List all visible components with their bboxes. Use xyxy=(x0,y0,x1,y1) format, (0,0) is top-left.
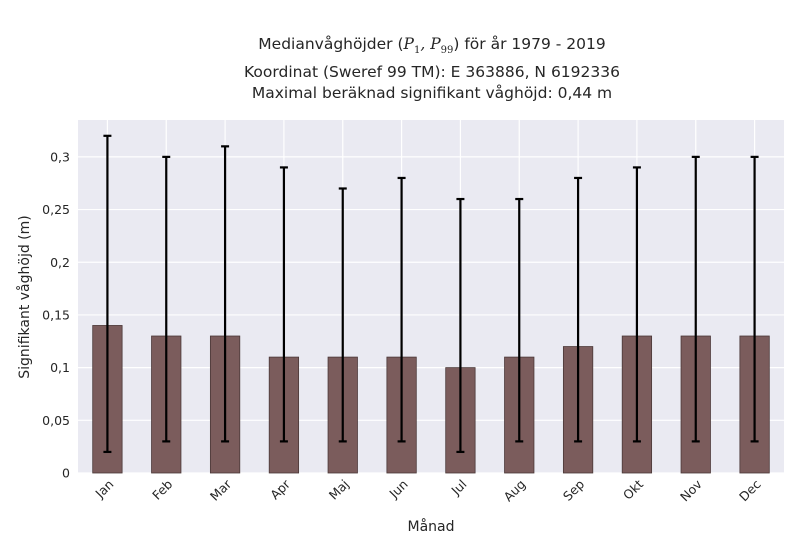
errorbar-feb xyxy=(162,155,171,443)
x-tick-label-okt: Okt xyxy=(620,476,646,502)
chart-title-line-1: Medianvåghöjder (P1, P99) för år 1979 - … xyxy=(258,35,606,57)
errorbar-dec xyxy=(750,155,759,443)
y-tick-label: 0,1 xyxy=(50,360,70,375)
x-axis-ticks: Jan Feb Mar Apr Maj Jun Jul Aug Sep Okt Nov Dec xyxy=(92,476,764,504)
x-tick-label-jul: Jul xyxy=(448,477,470,499)
errorbar-maj xyxy=(338,187,347,443)
error-bars xyxy=(103,134,759,454)
errorbar-apr xyxy=(279,166,288,443)
x-tick-label-apr: Apr xyxy=(267,476,294,503)
x-tick-label-maj: Maj xyxy=(326,477,352,503)
y-tick-label: 0,05 xyxy=(42,413,70,428)
errorbar-jul xyxy=(456,197,465,454)
x-tick-label-aug: Aug xyxy=(500,477,528,505)
errorbar-mar xyxy=(221,145,230,443)
errorbar-nov xyxy=(691,155,700,443)
chart-title-line-3: Maximal beräknad signifikant våghöjd: 0,… xyxy=(251,84,613,103)
y-tick-label: 0,2 xyxy=(50,255,70,270)
chart-title-line-2: Koordinat (Sweref 99 TM): E 363886, N 61… xyxy=(244,62,620,81)
chart-title: Medianvåghöjder (P1, P99) för år 1979 - … xyxy=(0,34,800,105)
y-axis-ticks: 0 0,05 0,1 0,15 0,2 0,25 0,3 xyxy=(42,149,70,480)
x-axis-label: Månad xyxy=(408,518,455,535)
errorbar-okt xyxy=(632,166,641,443)
y-tick-label: 0,15 xyxy=(42,307,70,322)
y-tick-label: 0,25 xyxy=(42,202,70,217)
errorbar-sep xyxy=(574,176,583,443)
errorbar-jan xyxy=(103,134,112,454)
x-tick-label-mar: Mar xyxy=(207,476,235,504)
errorbar-jun xyxy=(397,176,406,443)
x-tick-label-sep: Sep xyxy=(560,476,587,503)
x-tick-label-nov: Nov xyxy=(677,476,705,504)
x-tick-label-jun: Jun xyxy=(386,477,411,502)
y-tick-label: 0,3 xyxy=(50,149,70,164)
x-tick-label-feb: Feb xyxy=(149,476,175,502)
plot-area xyxy=(78,120,784,473)
y-axis-label: Signifikant våghöjd (m) xyxy=(16,215,33,378)
y-tick-label: 0 xyxy=(62,466,70,481)
errorbar-aug xyxy=(515,197,524,443)
x-tick-label-jan: Jan xyxy=(92,477,117,502)
x-tick-label-dec: Dec xyxy=(736,476,764,504)
